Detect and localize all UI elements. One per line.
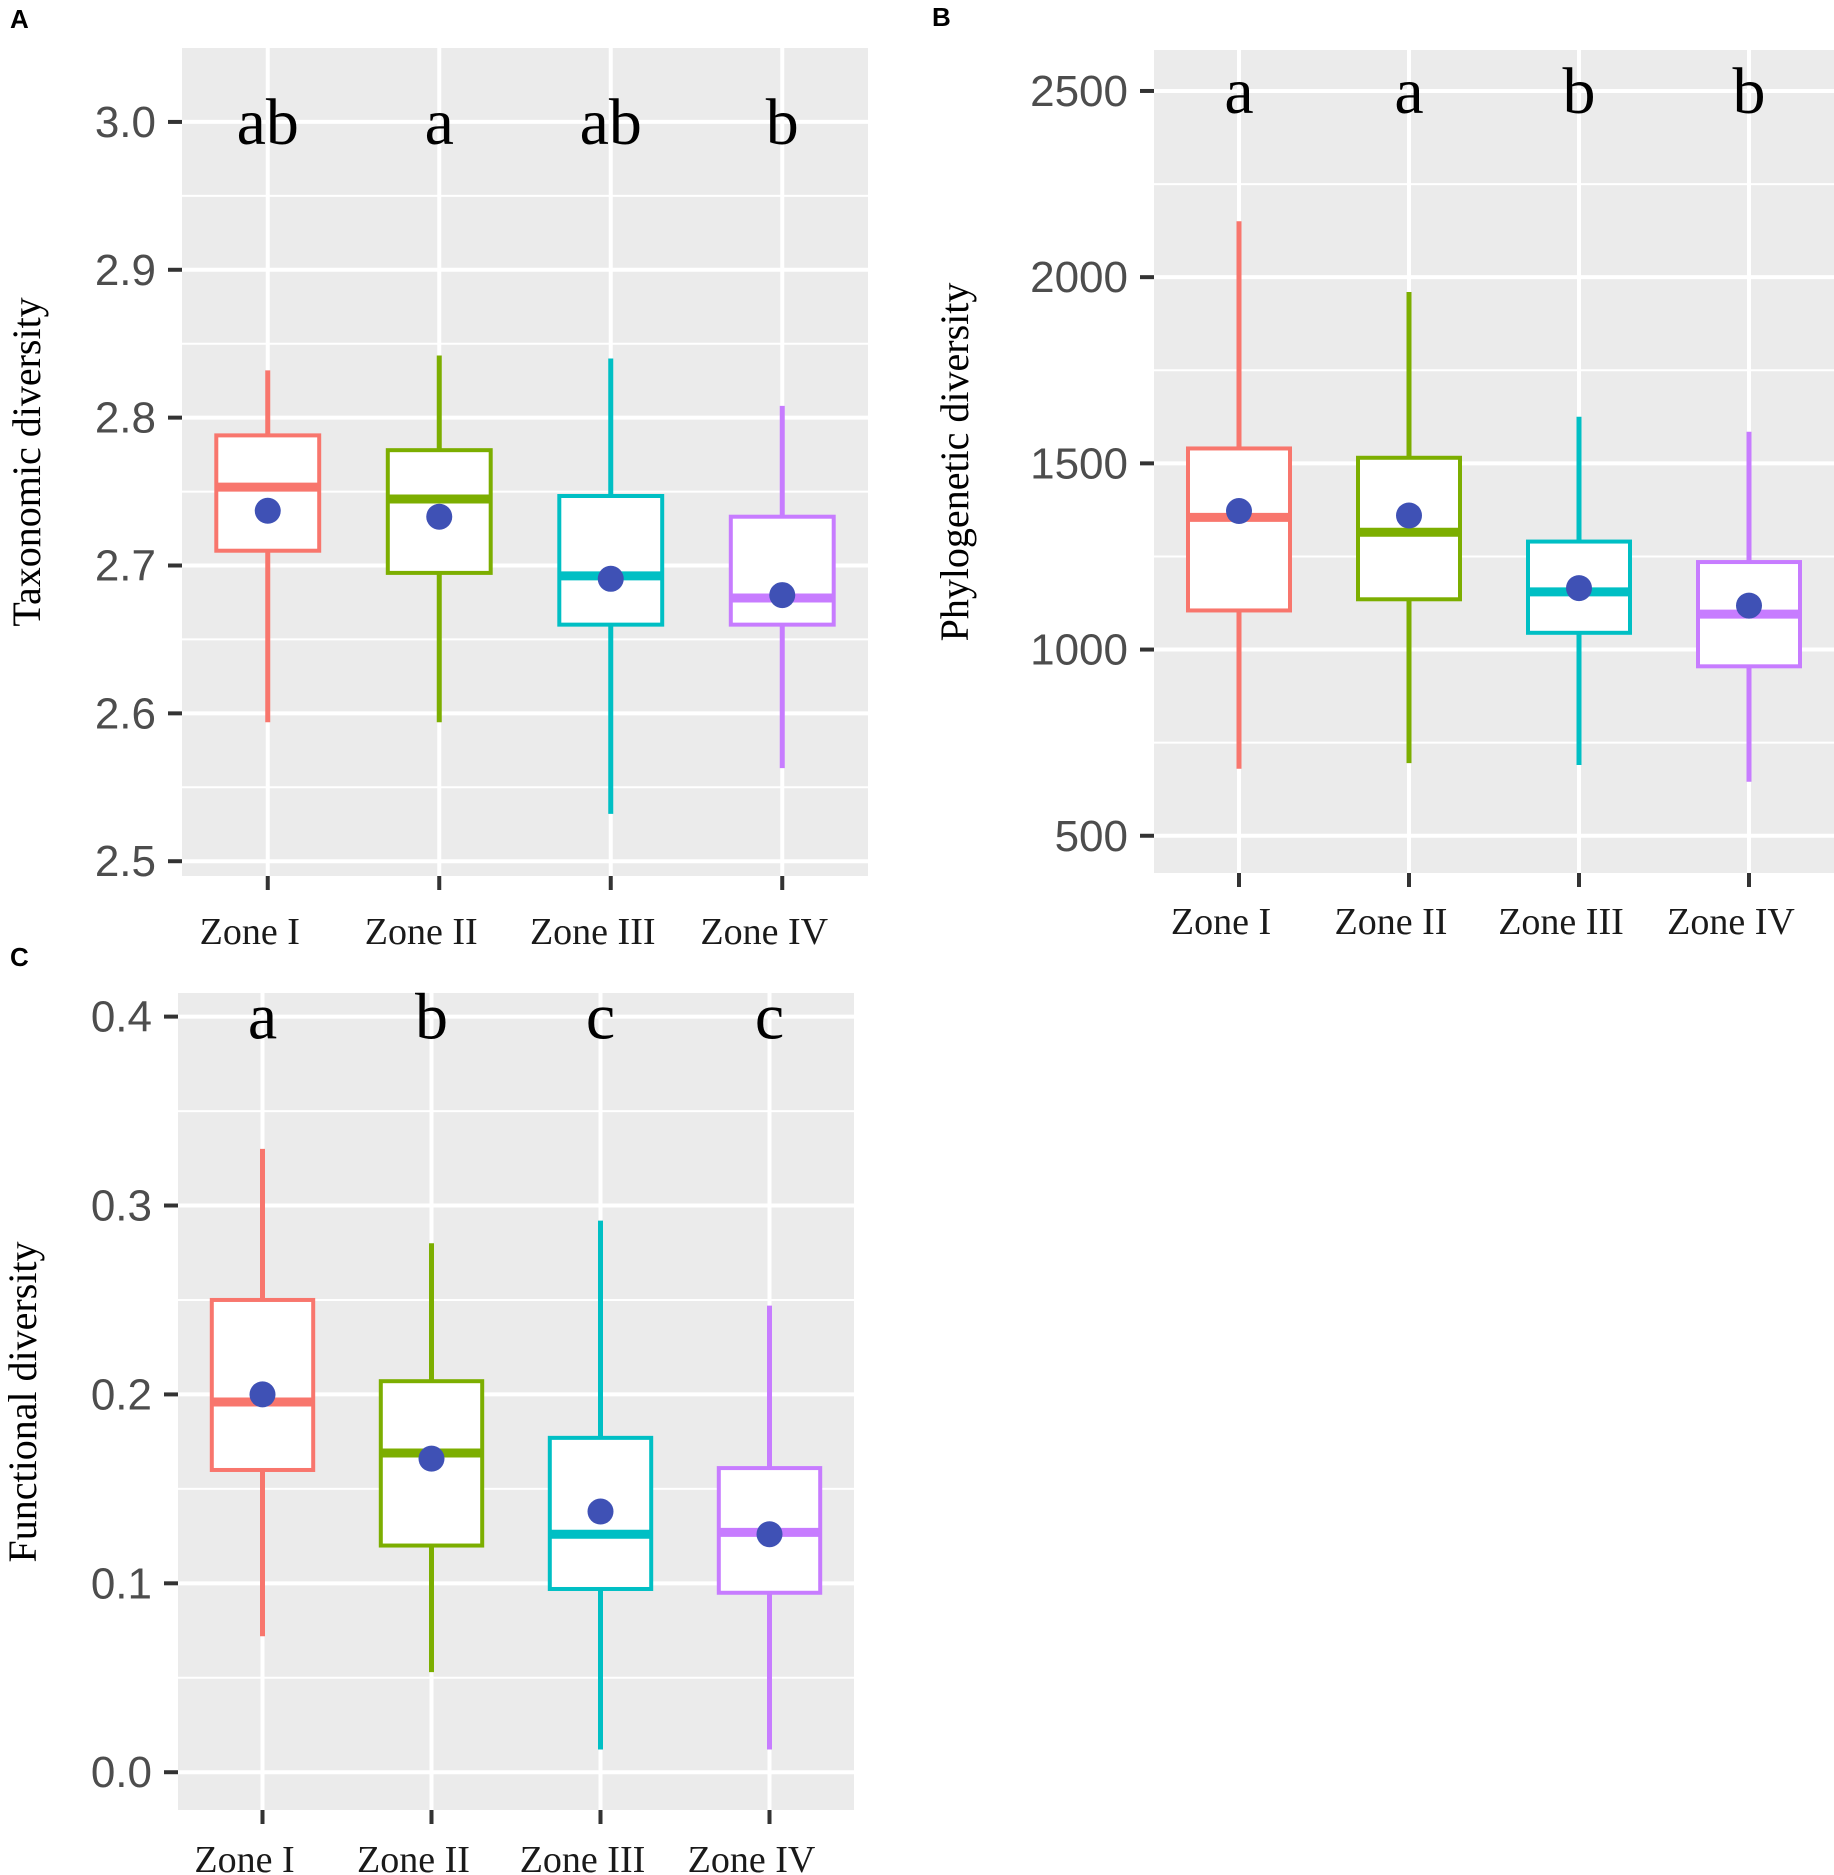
x-tick-label: Zone I	[1171, 901, 1271, 943]
x-tick-label: Zone IV	[700, 911, 828, 953]
box-1: ab Zone I	[200, 86, 322, 953]
mean-point	[597, 565, 624, 592]
panel-letter: A	[10, 4, 29, 34]
box-1: a Zone I	[1171, 55, 1292, 943]
y-tick-label: 3.0	[95, 98, 156, 147]
x-tick-label: Zone III	[1498, 901, 1624, 943]
box-3: b Zone III	[1498, 55, 1632, 943]
x-tick-label: Zone II	[365, 911, 478, 953]
mean-point	[1226, 498, 1252, 525]
panel-letter: C	[10, 942, 29, 972]
y-tick-label: 0.1	[91, 1559, 152, 1608]
box-3: c Zone III	[520, 981, 654, 1875]
significance-letter: a	[248, 981, 277, 1054]
x-tick-label: Zone III	[530, 911, 656, 953]
box-3: ab Zone III	[530, 86, 665, 953]
box-2: a Zone II	[1335, 55, 1462, 943]
x-tick-label: Zone IV	[1667, 901, 1795, 943]
significance-letter: a	[1224, 55, 1253, 128]
x-tick-label: Zone IV	[688, 1839, 816, 1875]
mean-point	[587, 1498, 614, 1525]
y-tick-label: 2.6	[95, 689, 156, 738]
box-iqr	[1186, 446, 1292, 613]
box-4: c Zone IV	[688, 981, 823, 1875]
significance-letter: b	[1733, 55, 1766, 128]
mean-point	[756, 1521, 783, 1548]
box-1: a Zone I	[194, 981, 316, 1875]
mean-point	[254, 497, 281, 524]
box-2: b Zone II	[357, 981, 485, 1875]
y-tick-label: 0.3	[91, 1182, 152, 1231]
significance-letter: c	[586, 981, 615, 1054]
box-iqr	[728, 514, 836, 627]
y-tick-label: 1500	[1030, 439, 1128, 488]
y-tick-label: 0.2	[91, 1370, 152, 1419]
y-tick-label: 2.7	[95, 542, 156, 591]
panel-letter: B	[932, 2, 951, 32]
significance-letter: b	[415, 981, 448, 1054]
y-axis-title: Taxonomic diversity	[4, 297, 49, 626]
mean-point	[1736, 592, 1762, 619]
y-tick-label: 2000	[1030, 253, 1128, 302]
y-axis-title: Functional diversity	[0, 1241, 45, 1562]
panel-c: C 0.0 0.1 0.2 0.3 0.4 Functional diversity a Zon…	[0, 942, 854, 1875]
x-tick-label: Zone II	[357, 1839, 470, 1875]
mean-point	[769, 582, 796, 609]
y-tick-label: 2500	[1030, 67, 1128, 116]
mean-point	[426, 503, 453, 530]
box-iqr	[557, 494, 665, 627]
significance-letter: b	[1563, 55, 1596, 128]
box-iqr	[1526, 539, 1632, 635]
panel-b: B 500 1000 1500 2000 2500 Phylogenetic diversi…	[932, 2, 1834, 943]
x-tick-label: Zone I	[194, 1839, 294, 1875]
box-iqr	[214, 433, 322, 553]
box-4: b Zone IV	[700, 86, 836, 953]
mean-point	[249, 1381, 276, 1408]
box-4: b Zone IV	[1667, 55, 1802, 943]
mean-point	[418, 1445, 445, 1472]
y-tick-label: 500	[1055, 812, 1128, 861]
y-tick-label: 2.5	[95, 837, 156, 886]
significance-letter: b	[766, 86, 799, 159]
y-tick-label: 2.8	[95, 394, 156, 443]
y-tick-label: 1000	[1030, 626, 1128, 675]
significance-letter: ab	[580, 86, 642, 159]
x-tick-label: Zone II	[1335, 901, 1448, 943]
y-tick-label: 0.4	[91, 993, 152, 1042]
x-tick-label: Zone III	[520, 1839, 646, 1875]
significance-letter: a	[1394, 55, 1423, 128]
significance-letter: ab	[237, 86, 299, 159]
box-2: a Zone II	[365, 86, 493, 953]
significance-letter: c	[755, 981, 784, 1054]
mean-point	[1566, 575, 1592, 602]
y-axis-title: Phylogenetic diversity	[932, 283, 977, 642]
significance-letter: a	[425, 86, 454, 159]
x-tick-label: Zone I	[200, 911, 300, 953]
y-tick-label: 2.9	[95, 246, 156, 295]
mean-point	[1396, 502, 1422, 529]
y-tick-label: 0.0	[91, 1748, 152, 1797]
